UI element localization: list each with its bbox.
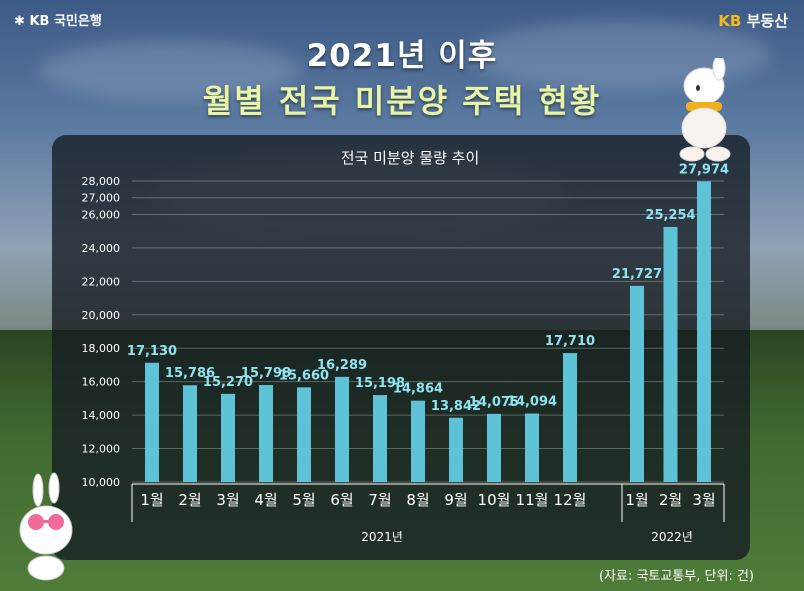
x-tick-label: 3월: [216, 491, 239, 509]
bar: [221, 393, 235, 482]
bar: [297, 387, 311, 482]
page-title-line1: 2021년 이후: [306, 38, 498, 74]
group-label-2022: 2022년: [651, 530, 693, 544]
x-tick-label: 2월: [659, 491, 682, 509]
bar: [563, 353, 577, 482]
data-label: 15,786: [165, 366, 215, 381]
bar: [525, 413, 539, 482]
data-label: 17,710: [545, 334, 595, 349]
data-label: 13,842: [431, 399, 481, 414]
data-label: 25,254: [645, 208, 695, 223]
bar: [335, 376, 349, 482]
y-tick-label: 18,000: [82, 342, 121, 355]
data-label: 14,864: [393, 382, 443, 397]
cloud: [40, 40, 300, 100]
x-tick-label: 1월: [625, 491, 648, 509]
chart-title: 전국 미분양 물량 추이: [341, 149, 480, 167]
data-label: 17,130: [127, 344, 177, 359]
kb-realestate-text: 부동산: [746, 12, 788, 30]
bar: [145, 362, 159, 482]
x-tick-label: 11월: [516, 491, 549, 509]
y-tick-label: 27,000: [82, 192, 121, 205]
x-tick-label: 8월: [406, 491, 429, 509]
bar: [183, 385, 197, 482]
bar: [630, 285, 644, 482]
x-tick-label: 1월: [140, 491, 163, 509]
y-tick-label: 14,000: [82, 409, 121, 422]
x-tick-label: 12월: [554, 491, 587, 509]
bunny-sunglasses-mascot-icon: [19, 472, 73, 581]
y-tick-label: 20,000: [82, 309, 121, 322]
bunny-mascot-icon: [679, 58, 731, 162]
kb-bank-logo-text: KB 국민은행: [29, 14, 102, 29]
bar: [697, 181, 711, 482]
x-tick-label: 4월: [254, 491, 277, 509]
y-tick-label: 12,000: [82, 443, 121, 456]
data-label: 21,727: [612, 267, 662, 282]
x-tick-label: 3월: [692, 491, 715, 509]
data-label: 15,198: [355, 376, 405, 391]
y-tick-label: 24,000: [82, 242, 121, 255]
y-tick-label: 16,000: [82, 376, 121, 389]
kb-bank-logo: ✱ KB 국민은행: [14, 10, 102, 29]
y-tick-label: 10,000: [82, 476, 121, 489]
data-label: 16,289: [317, 358, 367, 373]
bar: [411, 400, 425, 482]
y-tick-label: 26,000: [82, 208, 121, 221]
y-tick-label: 28,000: [82, 175, 121, 188]
x-tick-label: 10월: [478, 491, 511, 509]
star-icon: ✱: [14, 14, 25, 29]
x-tick-label: 6월: [330, 491, 353, 509]
source-note: (자료: 국토교통부, 단위: 건): [598, 569, 754, 584]
y-tick-label: 22,000: [82, 275, 121, 288]
data-label: 27,974: [679, 162, 729, 177]
data-label: 15,798: [241, 366, 291, 381]
bar: [449, 417, 463, 482]
bar: [487, 413, 501, 482]
group-label-2021: 2021년: [361, 530, 403, 544]
page-title-line2: 월별 전국 미분양 주택 현황: [202, 82, 602, 120]
kb-realestate-logo: KB 부동산: [718, 10, 788, 31]
x-tick-label: 5월: [292, 491, 315, 509]
data-label: 14,075: [469, 395, 519, 410]
kb-logo-mark: KB: [718, 12, 742, 30]
data-label: 15,660: [279, 368, 329, 383]
bar: [259, 385, 273, 482]
bar: [663, 226, 678, 482]
x-tick-label: 7월: [368, 491, 391, 509]
data-label: 14,094: [507, 395, 557, 410]
bar: [373, 395, 387, 482]
x-tick-label: 9월: [444, 491, 467, 509]
x-tick-label: 2월: [178, 491, 201, 509]
data-label: 15,270: [203, 375, 253, 390]
